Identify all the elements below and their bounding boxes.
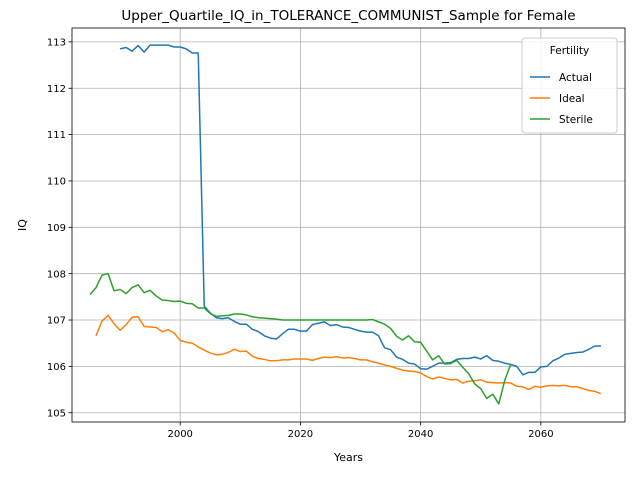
x-tick-label: 2040	[408, 429, 433, 440]
legend-label-actual: Actual	[559, 72, 592, 84]
x-tick-label: 2020	[288, 429, 313, 440]
y-tick-label: 106	[47, 362, 66, 373]
y-tick-label: 108	[47, 269, 66, 280]
y-tick-label: 109	[47, 223, 66, 234]
x-tick-label: 2060	[528, 429, 553, 440]
y-tick-label: 111	[47, 130, 66, 141]
x-tick-label: 2000	[167, 429, 192, 440]
chart-title: Upper_Quartile_IQ_in_TOLERANCE_COMMUNIST…	[121, 8, 575, 24]
y-tick-label: 113	[47, 38, 66, 49]
legend-title: Fertility	[550, 45, 589, 57]
y-axis-label: IQ	[16, 219, 29, 231]
y-tick-label: 105	[47, 408, 66, 419]
legend: Fertility Actual Ideal Sterile	[522, 38, 617, 133]
y-tick-label: 107	[47, 316, 66, 327]
legend-label-ideal: Ideal	[559, 93, 585, 105]
legend-label-sterile: Sterile	[559, 114, 593, 126]
y-tick-label: 110	[47, 177, 66, 188]
y-tick-label: 112	[47, 84, 66, 95]
x-axis-label: Years	[333, 451, 363, 464]
